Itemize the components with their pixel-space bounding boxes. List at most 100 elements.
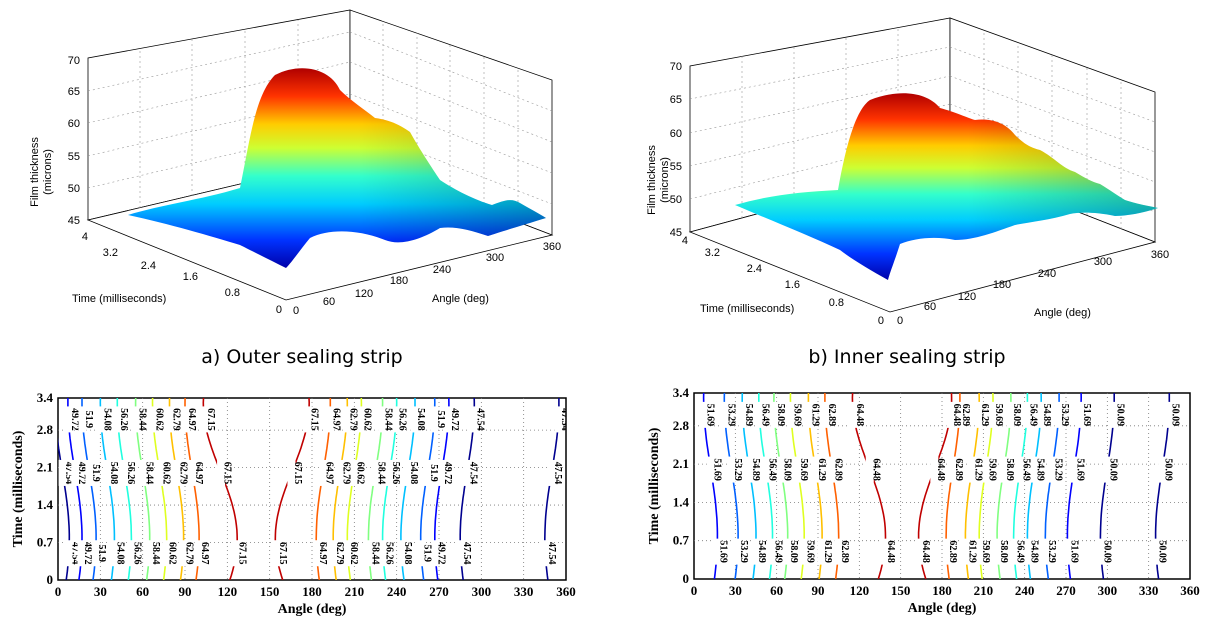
contour-level-label: 64.48 [870,458,881,481]
x-axis-label: Angle (deg) [278,602,347,617]
contour-level-label: 54.89 [1034,458,1045,481]
y-tick-label: 4 [82,231,88,243]
x-tick-label: 300 [1094,256,1112,268]
x-tick-label: 150 [260,584,280,599]
contour-label-bg [946,401,955,428]
contour-level-label: 61.29 [809,404,820,427]
contour-label-bg [431,540,440,567]
caption-outer: a) Outer sealing strip [201,346,403,368]
contour-label-bg [96,406,105,433]
contour-level-label: 53.29 [725,404,736,427]
x-tick-label: 180 [302,584,322,599]
contour-label-bg [1103,456,1112,483]
contour-label-bg [364,540,373,567]
contour-label-bg [78,406,87,433]
contour-level-label: 58.09 [998,540,1009,563]
z-tick-label: 45 [670,227,682,239]
y-axis-label: Time (milliseconds) [700,303,794,315]
contour-label-bg [948,456,957,483]
contour-level-label: 54.89 [743,404,754,427]
contour-level-label: 56.49 [1027,404,1038,427]
contour-level-label: 47.54 [546,542,557,565]
y-tick-label: 3.2 [705,247,720,259]
contour-level-label: 56.26 [125,462,136,485]
contour-label-bg [930,456,939,483]
x-tick-label: 180 [993,279,1011,291]
x-tick-label: 330 [1139,583,1159,598]
contour-level-label: 50.09 [1108,458,1119,481]
contour-label-bg [272,540,281,567]
x-tick-label: 0 [55,584,62,599]
contour-level-label: 67.15 [292,462,303,485]
contour-level-label: 54.08 [115,542,126,565]
contour-level-label: 54.89 [1028,540,1039,563]
contour-level-label: 62.79 [340,462,351,485]
contour-label-bg [1023,538,1032,565]
contour-level-label: 64.97 [199,542,210,565]
contour-label-bg [915,538,924,565]
contour-label-bg [356,406,365,433]
contour-label-bg [1054,401,1063,428]
contour-level-label: 61.29 [822,540,833,563]
y-tick-label: 1.4 [37,497,54,512]
x-tick-label: 300 [1098,583,1118,598]
y-tick-label: 2.4 [141,260,156,272]
contour-level-label: 51.9 [435,411,446,429]
x-tick-label: 240 [387,584,407,599]
contour-level-label: 49.72 [442,462,453,485]
contour-label-bg [967,456,976,483]
y-tick-label: 0.7 [37,535,54,550]
contour-label-bg [304,406,313,433]
contour-label-bg [110,540,119,567]
y-tick-label: 1.4 [673,494,690,509]
y-tick-label: 0.7 [673,533,690,548]
contour-level-label: 51.9 [90,464,101,482]
contour-label-bg [713,538,722,565]
contour-level-label: 51.69 [1081,404,1092,427]
contour-label-bg [343,540,352,567]
contour-level-label: 61.29 [816,458,827,481]
contour-level-label: 61.29 [966,540,977,563]
y-tick-label: 0 [47,572,54,587]
contour-level-label: 67.15 [205,408,216,431]
contour-label-bg [113,406,122,433]
contour-label-bg [993,538,1002,565]
contour-label-bg [392,406,401,433]
contour-label-bg [865,456,874,483]
contour-label-bg [71,459,80,486]
contour-label-bg [974,401,983,428]
contour-label-bg [738,401,747,428]
contour-level-label: 56.49 [760,404,771,427]
contour-level-label: 53.29 [1046,540,1057,563]
z-axis-ticks: 45 50 55 60 65 70 [670,61,682,239]
contour-level-label: 64.48 [935,458,946,481]
contour-level-label: 47.54 [461,542,472,565]
contour-level-label: 60.62 [361,408,372,431]
x-tick-label: 0 [897,315,903,327]
contour-level-label: 59.69 [804,540,815,563]
contour-level-label: 67.15 [222,462,233,485]
contour-label-bg [371,459,380,486]
contour-label-bg [706,456,715,483]
y-axis-ticks: 0 0.8 1.6 2.4 3.2 4 [682,235,884,327]
contour-level-label: 64.97 [323,462,334,485]
contour-level-label: 59.69 [980,540,991,563]
contour-level-label: 50.09 [1114,404,1125,427]
contour-label-bg [350,459,359,486]
contour-level-label: 51.9 [428,464,439,482]
contour-level-label: 59.69 [986,458,997,481]
y-tick-label: 2.8 [673,418,690,433]
contour-level-label: 51.9 [83,411,94,429]
y-tick-label: 3.2 [103,247,118,259]
contour-label-bg [1036,401,1045,428]
y-tick-label: 0 [878,315,884,327]
contour-label-bg [834,538,843,565]
contour-label-bg [232,540,241,567]
contour-level-label: 51.69 [1074,458,1085,481]
x-tick-label: 120 [958,291,976,303]
contour-level-label: 60.62 [167,542,178,565]
contour-level-label: 64.48 [920,540,931,563]
contour-level-label: 59.69 [993,404,1004,427]
contour-label-bg [828,456,837,483]
